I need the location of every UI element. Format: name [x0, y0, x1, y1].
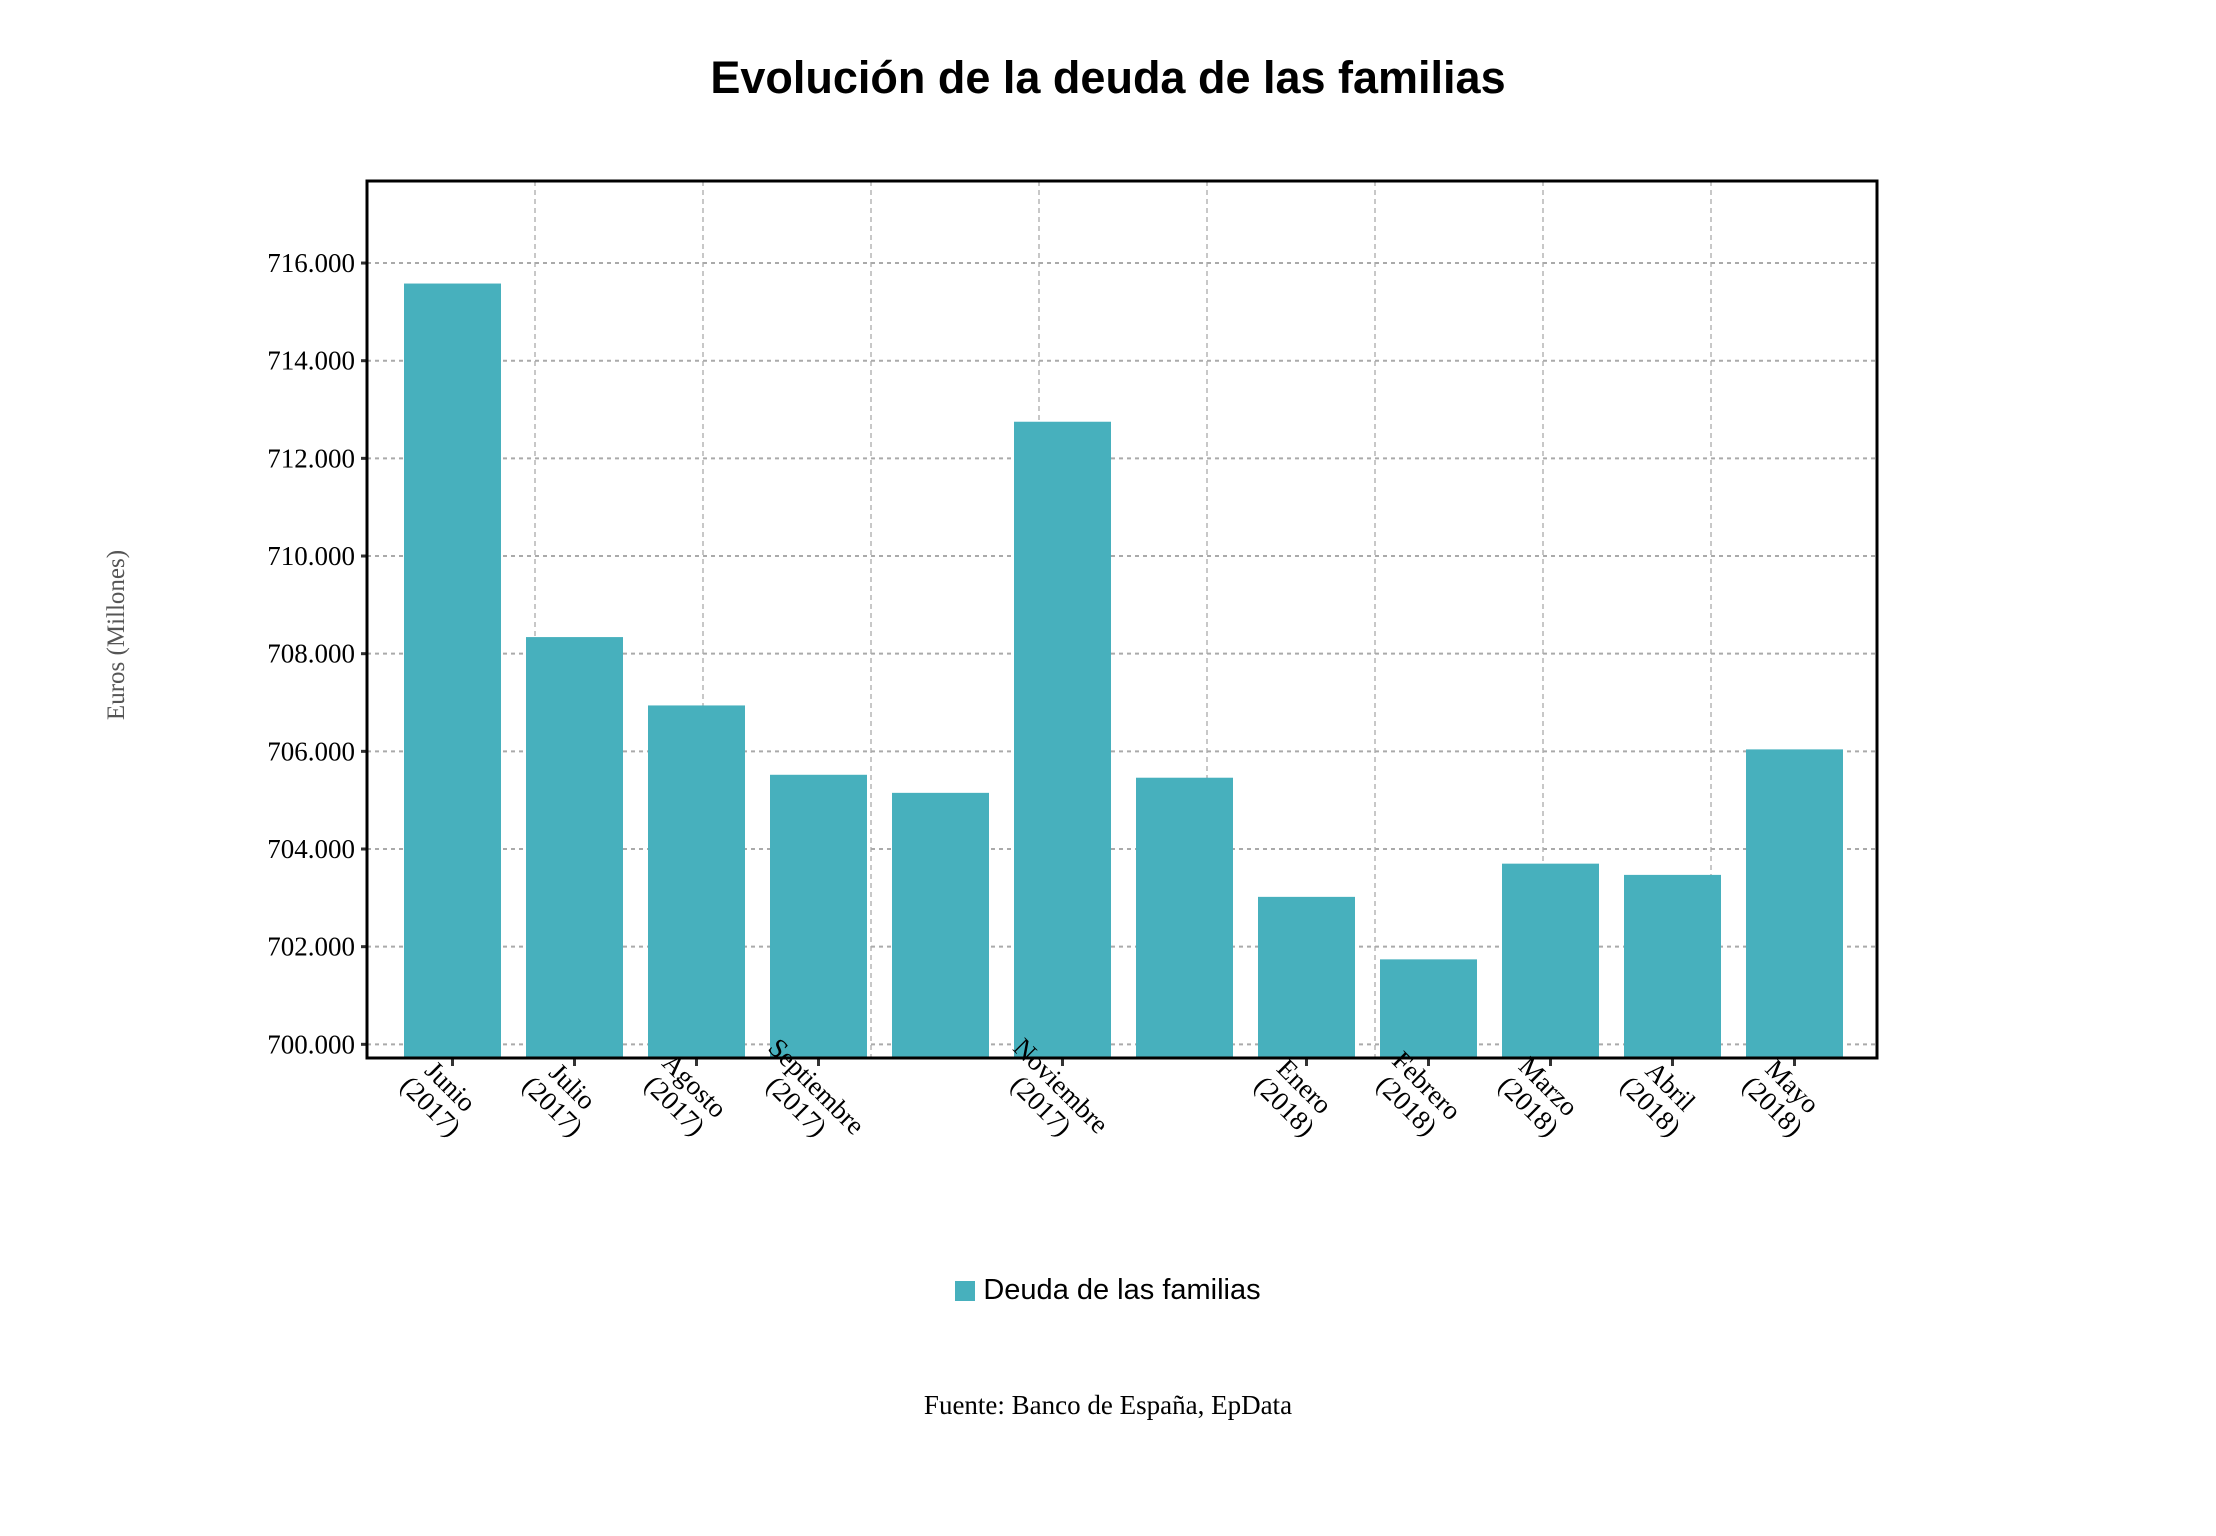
bar [1014, 421, 1111, 1058]
y-tick-label: 708.000 [267, 639, 355, 669]
y-axis-label: Euros (Millones) [103, 549, 130, 721]
y-tick-label: 702.000 [267, 932, 355, 962]
bar [526, 637, 623, 1058]
y-tick-label: 700.000 [267, 1029, 355, 1059]
y-tick-label: 716.000 [267, 248, 355, 278]
bar [1258, 896, 1355, 1058]
y-tick-label: 704.000 [267, 834, 355, 864]
plot-frame [365, 179, 1879, 1060]
bar [404, 283, 501, 1058]
bar [1380, 959, 1477, 1058]
y-tick-label: 712.000 [267, 443, 355, 473]
bar [1746, 749, 1843, 1058]
source-note: Fuente: Banco de España, EpData [923, 1390, 1293, 1420]
bar [1136, 777, 1233, 1058]
legend-swatch [955, 1280, 976, 1301]
bar [770, 774, 867, 1058]
bar [648, 705, 745, 1058]
bar [1502, 863, 1599, 1058]
y-tick-label: 710.000 [267, 541, 355, 571]
y-tick-label: 714.000 [267, 346, 355, 376]
bar [1624, 874, 1721, 1058]
y-tick-label: 706.000 [267, 736, 355, 766]
legend-label: Deuda de las familias [983, 1274, 1261, 1306]
chart-title: Evolución de la deuda de las familias [710, 52, 1506, 103]
legend: Deuda de las familias [0, 1274, 2216, 1307]
bar [892, 792, 989, 1058]
